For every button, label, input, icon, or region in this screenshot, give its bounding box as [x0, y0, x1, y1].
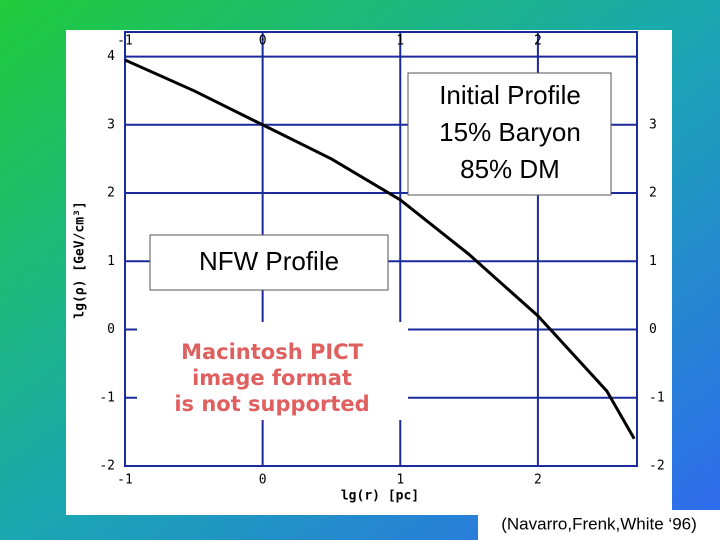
- y-tick-label: 3: [107, 117, 115, 132]
- notice-line: is not supported: [174, 392, 369, 416]
- curve-label-box: [149, 234, 389, 291]
- y-tick-label: 1: [107, 254, 115, 269]
- y-tick-label: 4: [107, 49, 115, 64]
- y2-tick-label: -1: [649, 390, 665, 405]
- y2-tick-label: -2: [649, 459, 665, 474]
- x-tick-label: 0: [259, 473, 267, 488]
- notice-line: image format: [192, 366, 352, 390]
- citation-box: [478, 510, 720, 540]
- curve-label: NFW Profile: [199, 246, 339, 276]
- legend-line: 85% DM: [460, 154, 560, 184]
- x-axis-label: lg(r) [pc]: [341, 489, 419, 504]
- legend-line: Initial Profile: [439, 80, 581, 110]
- y-tick-label: 0: [107, 322, 115, 337]
- y2-tick-label: 2: [649, 186, 657, 201]
- x-tick-label: 2: [534, 473, 542, 488]
- x-tick-label: 1: [396, 473, 404, 488]
- y2-tick-label: 1: [649, 254, 657, 269]
- data-line: [124, 58, 636, 440]
- x-top-tick-label: 1: [396, 34, 404, 49]
- notice-line: Macintosh PICT: [181, 340, 364, 364]
- notice-box: [137, 322, 408, 420]
- x-tick-label: -1: [117, 473, 133, 488]
- y2-tick-label: 3: [649, 117, 657, 132]
- y-axis-label: lg(ρ) [GeV/cm³]: [73, 201, 88, 318]
- y-tick-label: -2: [99, 459, 115, 474]
- citation: (Navarro,Frenk,White ‘96): [501, 514, 697, 533]
- y2-tick-label: 0: [649, 322, 657, 337]
- x-top-tick-label: 0: [259, 34, 267, 49]
- legend-line: 15% Baryon: [439, 117, 581, 147]
- y-tick-label: 2: [107, 186, 115, 201]
- legend-box: [407, 72, 612, 196]
- plot-frame: [124, 31, 638, 467]
- y-tick-label: -1: [99, 390, 115, 405]
- x-top-tick-label: 2: [534, 34, 542, 49]
